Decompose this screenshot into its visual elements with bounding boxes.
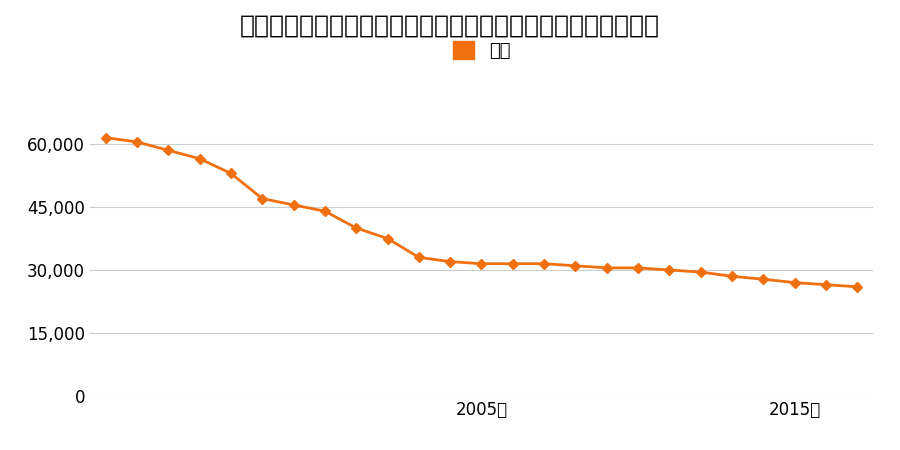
- Legend: 価格: 価格: [446, 33, 518, 67]
- Text: 岐阜県插斉郡大野町大字瀬古小字瀬古字樼１８番３の地価推移: 岐阜県插斉郡大野町大字瀬古小字瀬古字樼１８番３の地価推移: [240, 14, 660, 37]
